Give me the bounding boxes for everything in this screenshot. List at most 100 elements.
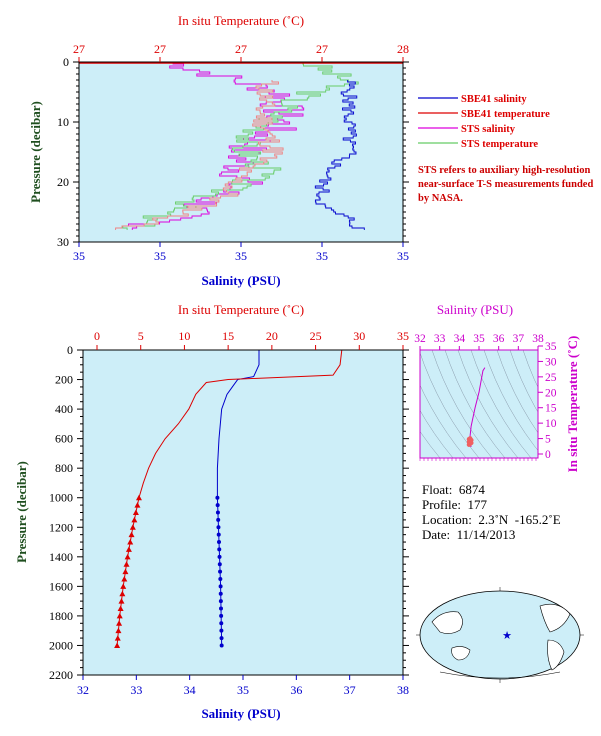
legend-label-sts-temperature: STS temperature — [461, 139, 538, 150]
top-sal-tick-label: 35 — [235, 249, 247, 263]
ts-sal-tick-label: 34 — [454, 333, 466, 345]
salinity-point — [219, 613, 224, 618]
salinity-point — [219, 636, 224, 641]
temperature-point — [123, 561, 130, 567]
world-map: ★ — [416, 587, 584, 683]
salinity-point — [215, 503, 220, 508]
temperature-point — [129, 524, 136, 530]
map-land-north-america — [539, 603, 571, 633]
bottom-pressure-tick-label: 600 — [55, 432, 73, 446]
bottom-temp-tick-label: 15 — [222, 329, 234, 343]
ts-sal-tick-label: 36 — [493, 333, 505, 345]
location: Location: 2.3˚N -165.2˚E — [422, 512, 561, 527]
salinity-point — [216, 532, 221, 537]
ts-density-contour — [470, 350, 532, 458]
temperature-point — [125, 546, 132, 552]
temperature-point — [128, 531, 135, 538]
bottom-pressure-tick-label: 400 — [55, 402, 73, 416]
ts-density-contour — [457, 350, 519, 458]
temperature-point — [127, 539, 134, 545]
top-temp-tick-label: 27 — [316, 42, 328, 56]
ts-density-contour — [509, 350, 538, 413]
top-axes: 27 27 27 27 28 35 35 35 35 35 0 10 20 30 — [57, 42, 409, 263]
temperature-point — [134, 502, 141, 508]
map-land-antarctica — [439, 671, 561, 679]
ts-temp-tick-label: 30 — [545, 356, 557, 368]
ts-density-contour — [420, 384, 467, 458]
float-number: Float: 6874 — [422, 482, 485, 497]
top-sal-tick-label: 35 — [397, 249, 409, 263]
top-pressure-tick-label: 10 — [57, 115, 69, 129]
bottom-sal-tick-label: 32 — [77, 683, 89, 697]
bottom-temp-axis-label: In situ Temperature (˚C) — [178, 302, 304, 317]
salinity-point — [217, 540, 221, 545]
temperature-point — [120, 583, 127, 589]
bottom-sal-tick-label: 37 — [344, 683, 356, 697]
salinity-point — [218, 599, 223, 604]
salinity-point — [218, 591, 223, 596]
bottom-temp-tick-label: 0 — [94, 329, 100, 343]
ts-density-contour — [420, 430, 441, 458]
bottom-plot-area — [83, 350, 403, 675]
ts-temp-tick-label: 20 — [545, 387, 557, 399]
salinity-point — [217, 562, 222, 567]
ts-temp-tick-label: 25 — [545, 372, 557, 384]
bottom-pressure-tick-label: 1200 — [49, 520, 73, 534]
bottom-sal-axis-label: Salinity (PSU) — [201, 706, 280, 721]
bottom-sal-tick-label: 34 — [184, 683, 196, 697]
ts-density-contour — [444, 350, 506, 458]
top-pressure-tick-label: 0 — [63, 55, 69, 69]
salinity-point — [219, 628, 224, 633]
map-graticule-ticks — [416, 587, 584, 683]
bottom-pressure-tick-label: 800 — [55, 461, 73, 475]
ts-density-contours — [420, 350, 538, 458]
bottom-temp-tick-label: 35 — [397, 329, 409, 343]
ts-density-contour — [483, 350, 538, 451]
ts-sal-axis-label: Salinity (PSU) — [437, 302, 513, 317]
ts-plot-area — [420, 350, 538, 458]
salinity-point — [219, 643, 224, 648]
temperature-point — [132, 509, 139, 515]
series-salinity-line — [216, 350, 260, 646]
temperature-point — [115, 627, 122, 634]
bottom-pressure-tick-label: 1000 — [49, 491, 73, 505]
temperature-point — [116, 612, 123, 619]
float-info: Float: 6874 Profile: 177 Location: 2.3˚N… — [422, 482, 561, 542]
bottom-sal-tick-label: 33 — [130, 683, 142, 697]
series-sts-temperature-pink — [115, 80, 284, 230]
sts-note: STS refers to auxiliary high-resolution … — [418, 165, 594, 204]
bottom-temp-tick-label: 30 — [353, 329, 365, 343]
temperature-point — [117, 605, 124, 612]
bottom-pressure-axis-label: Pressure (decibar) — [14, 461, 29, 563]
bottom-series-group — [114, 349, 343, 648]
top-pressure-tick-label: 30 — [57, 235, 69, 249]
top-pressure-axis-label: Pressure (decibar) — [28, 101, 43, 203]
bottom-pressure-tick-label: 0 — [67, 343, 73, 357]
bottom-temp-tick-label: 10 — [178, 329, 190, 343]
ts-sal-tick-label: 38 — [532, 333, 544, 345]
salinity-point — [217, 547, 222, 552]
ts-density-contour — [496, 350, 538, 434]
top-temp-axis-label: In situ Temperature (˚C) — [178, 13, 304, 28]
bottom-pressure-tick-label: 1600 — [49, 579, 73, 593]
bottom-pressure-tick-label: 1400 — [49, 550, 73, 564]
salinity-point — [219, 621, 224, 626]
bottom-sal-tick-label: 38 — [397, 683, 409, 697]
top-pressure-tick-label: 20 — [57, 175, 69, 189]
ts-panel: 32 33 34 35 36 37 38 0 5 10 15 20 25 30 35 Salinity (P… — [414, 302, 580, 472]
salinity-point — [219, 606, 223, 611]
ts-temp-tick-label: 5 — [545, 434, 551, 446]
salinity-point — [218, 576, 223, 581]
top-sal-tick-label: 35 — [73, 249, 85, 263]
ts-series-group — [466, 367, 486, 448]
series-temperature-line — [116, 349, 343, 646]
bottom-temp-tick-label: 5 — [138, 329, 144, 343]
ts-sal-tick-label: 37 — [513, 333, 525, 345]
temperature-point — [116, 620, 123, 626]
ts-sal-tick-label: 33 — [434, 333, 446, 345]
bottom-pressure-tick-label: 200 — [55, 373, 73, 387]
bottom-panel: 0 5 10 15 20 25 30 35 32 33 34 35 36 37 38 0 200 400 600 80… — [14, 302, 409, 721]
salinity-point — [216, 525, 221, 530]
ts-temp-tick-label: 0 — [545, 449, 551, 461]
date: Date: 11/14/2013 — [422, 527, 516, 542]
